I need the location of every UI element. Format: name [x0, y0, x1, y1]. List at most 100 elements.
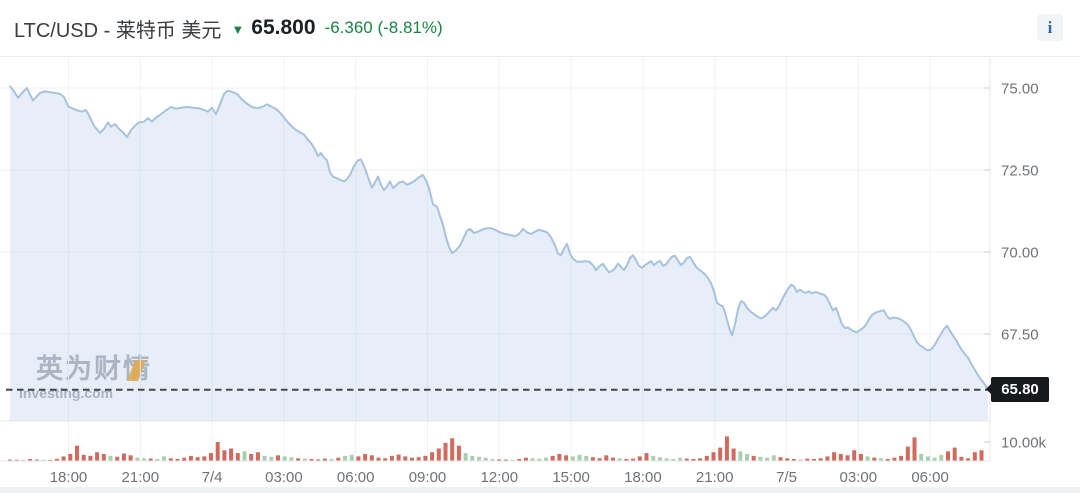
volume-bar — [81, 454, 86, 461]
volume-bar — [182, 457, 187, 461]
volume-bar — [343, 455, 347, 461]
volume-bar — [939, 454, 944, 461]
volume-bar — [155, 459, 160, 461]
volume-bar — [276, 455, 280, 461]
volume-bar — [617, 458, 622, 461]
volume-bar — [758, 456, 763, 461]
volume-bar — [631, 458, 636, 461]
info-icon: i — [1047, 17, 1053, 37]
volume-bar — [142, 458, 146, 461]
volume-bar — [336, 457, 341, 461]
volume-bar — [309, 459, 314, 461]
volume-bar — [28, 459, 33, 461]
volume-bar — [644, 453, 649, 461]
volume-bar — [771, 455, 776, 461]
volume-bar — [946, 451, 950, 461]
y-axis-label: 75.00 — [1001, 81, 1039, 98]
price-area-fill — [10, 86, 988, 422]
x-axis-label: 15:00 — [552, 469, 590, 486]
volume-bar — [966, 458, 971, 461]
volume-bar — [450, 438, 455, 461]
last-price: 65.800 — [251, 16, 316, 39]
volume-bar — [470, 455, 475, 461]
volume-bar — [302, 458, 307, 461]
volume-bar — [356, 456, 361, 461]
volume-bar — [101, 454, 106, 461]
volume-bar — [597, 458, 602, 461]
volume-bar — [812, 459, 816, 461]
volume-bar — [229, 448, 234, 461]
volume-bar — [41, 459, 46, 461]
volume-bar — [410, 457, 414, 461]
volume-bar — [972, 452, 977, 461]
volume-bar — [765, 457, 770, 461]
volume-bar — [872, 457, 877, 461]
volume-bar — [711, 452, 716, 461]
volume-bar — [463, 453, 468, 461]
volume-bar — [671, 459, 676, 461]
volume-bar — [959, 456, 964, 461]
volume-bar — [865, 456, 870, 461]
volume-bar — [852, 450, 857, 461]
volume-bar — [778, 457, 783, 461]
volume-bar — [745, 454, 749, 461]
x-axis-label: 18:00 — [624, 469, 662, 486]
volume-bar — [416, 457, 421, 461]
volume-bar — [523, 457, 528, 461]
volume-bar — [88, 455, 93, 461]
volume-bar — [61, 456, 66, 461]
volume-bar — [490, 459, 495, 461]
volume-bar — [517, 459, 522, 461]
x-axis-label: 21:00 — [122, 469, 160, 486]
volume-bar — [704, 455, 709, 461]
price-line — [9, 85, 989, 391]
volume-bar — [912, 437, 917, 461]
volume-bar — [979, 450, 984, 461]
volume-bar — [188, 455, 193, 461]
volume-bar — [791, 459, 796, 461]
volume-bar — [604, 455, 609, 461]
x-axis-label: 09:00 — [409, 469, 447, 486]
volume-bar — [269, 456, 274, 461]
volume-bar — [584, 455, 589, 461]
volume-bar — [611, 457, 615, 461]
volume-bar — [691, 459, 696, 461]
volume-axis-label: 10.00k — [1001, 435, 1047, 452]
volume-bar — [751, 455, 756, 461]
volume-bar — [436, 448, 441, 461]
volume-bar — [423, 455, 428, 461]
volume-bar — [289, 457, 294, 461]
volume-bar — [637, 456, 642, 461]
volume-bar — [255, 452, 260, 461]
volume-bar — [678, 457, 682, 461]
volume-bar — [329, 459, 334, 461]
x-axis-label: 12:00 — [481, 469, 519, 486]
volume-bar — [108, 455, 113, 461]
volume-bar — [497, 459, 502, 461]
x-axis-label: 06:00 — [337, 469, 375, 486]
volume-bar — [577, 454, 582, 461]
volume-bar — [818, 458, 823, 461]
volume-bar — [128, 455, 133, 461]
volume-bar — [195, 457, 200, 461]
volume-bar — [684, 458, 689, 461]
volume-bar — [885, 459, 890, 461]
volume-bar — [510, 459, 515, 461]
volume-bar — [322, 458, 327, 461]
volume-bar — [54, 458, 59, 461]
info-button[interactable]: i — [1037, 14, 1063, 41]
volume-bar — [349, 454, 354, 461]
volume-bar — [456, 445, 461, 461]
bottom-strip — [0, 487, 1080, 493]
down-arrow-icon: ▼ — [231, 21, 245, 37]
volume-bar — [34, 459, 39, 461]
volume-bar — [477, 456, 481, 461]
volume-bar — [503, 459, 508, 461]
y-axis-label: 70.00 — [1001, 245, 1039, 262]
price-change: -6.360 (-8.81%) — [324, 18, 443, 37]
volume-bar — [718, 447, 723, 461]
volume-bar — [316, 459, 321, 461]
volume-bar — [14, 459, 19, 461]
